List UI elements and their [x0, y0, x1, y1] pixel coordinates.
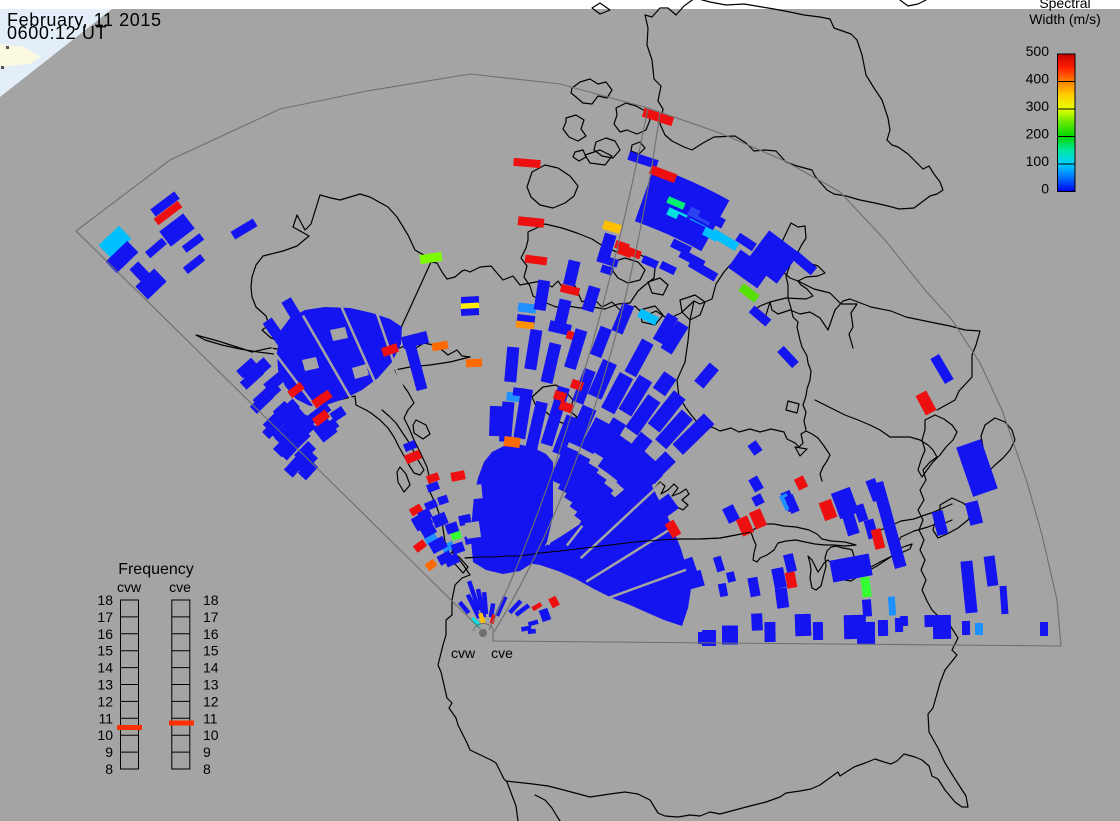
svg-text:300: 300 — [1026, 98, 1050, 114]
svg-text:Spectral: Spectral — [1039, 0, 1090, 11]
svg-text:100: 100 — [1026, 153, 1050, 169]
svg-text:15: 15 — [97, 643, 113, 659]
svg-text:0: 0 — [1041, 181, 1049, 197]
svg-text:17: 17 — [97, 609, 113, 625]
svg-text:18: 18 — [97, 592, 113, 608]
svg-text:11: 11 — [203, 710, 218, 726]
svg-text:400: 400 — [1026, 71, 1050, 87]
svg-text:18: 18 — [203, 592, 219, 608]
svg-text:14: 14 — [97, 660, 113, 676]
svg-text:17: 17 — [203, 609, 219, 625]
svg-text:Width (m/s): Width (m/s) — [1029, 11, 1101, 27]
svg-text:15: 15 — [203, 643, 219, 659]
svg-text:February, 11 2015: February, 11 2015 — [7, 10, 162, 30]
svg-text:14: 14 — [203, 660, 219, 676]
svg-text:11: 11 — [98, 710, 113, 726]
svg-text:8: 8 — [105, 761, 113, 777]
svg-text:500: 500 — [1026, 43, 1050, 59]
svg-text:8: 8 — [203, 761, 211, 777]
svg-text:10: 10 — [97, 727, 113, 743]
svg-text:cve: cve — [169, 579, 191, 595]
svg-text:9: 9 — [105, 744, 113, 760]
svg-text:cve: cve — [491, 645, 513, 661]
svg-text:16: 16 — [203, 626, 219, 642]
svg-text:13: 13 — [97, 677, 113, 693]
svg-text:12: 12 — [203, 693, 219, 709]
svg-text:cvw: cvw — [451, 645, 476, 661]
svg-text:10: 10 — [203, 727, 219, 743]
svg-text:13: 13 — [203, 677, 219, 693]
svg-text:16: 16 — [97, 626, 113, 642]
svg-text:9: 9 — [203, 744, 211, 760]
svg-text:Frequency: Frequency — [118, 561, 194, 578]
svg-text:cvw: cvw — [117, 579, 142, 595]
svg-text:200: 200 — [1026, 126, 1050, 142]
svg-text:0600:12 UT: 0600:12 UT — [7, 23, 107, 43]
svg-text:12: 12 — [97, 693, 113, 709]
